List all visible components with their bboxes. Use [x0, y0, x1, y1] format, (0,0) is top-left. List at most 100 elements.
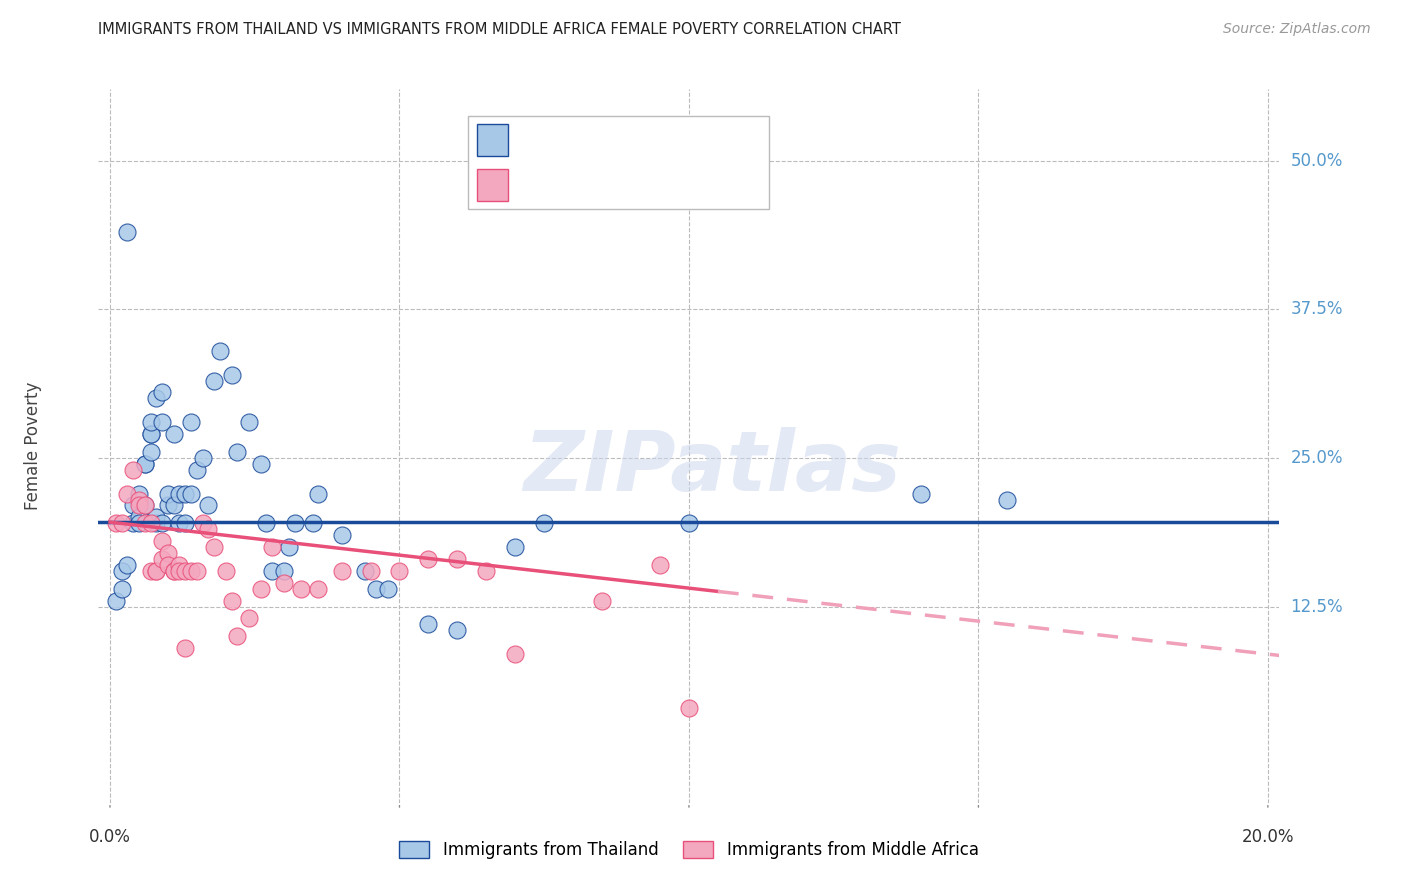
Point	[122, 516, 145, 531]
Point	[377, 582, 399, 596]
Point	[174, 486, 197, 500]
Point	[122, 463, 145, 477]
Text: 0.0%: 0.0%	[89, 828, 131, 846]
Point	[174, 641, 197, 656]
Point	[648, 558, 671, 572]
Point	[180, 486, 202, 500]
Point	[139, 415, 162, 429]
Text: ZIPatlas: ZIPatlas	[523, 427, 901, 508]
Point	[202, 540, 225, 554]
Point	[156, 546, 179, 560]
Text: Source: ZipAtlas.com: Source: ZipAtlas.com	[1223, 22, 1371, 37]
Point	[446, 552, 468, 566]
Point	[128, 510, 150, 524]
Point	[307, 486, 329, 500]
Point	[139, 427, 162, 442]
Point	[262, 540, 284, 554]
Point	[122, 499, 145, 513]
Point	[139, 564, 162, 578]
Point	[678, 516, 700, 531]
Text: 25.0%: 25.0%	[1291, 449, 1343, 467]
Point	[418, 617, 440, 632]
Point	[180, 564, 202, 578]
Point	[163, 499, 186, 513]
Point	[169, 516, 191, 531]
Point	[366, 582, 388, 596]
Point	[202, 374, 225, 388]
Point	[174, 564, 197, 578]
Point	[150, 534, 173, 549]
Point	[591, 593, 613, 607]
Point	[117, 486, 139, 500]
Point	[995, 492, 1018, 507]
Text: 50.0%: 50.0%	[1291, 152, 1343, 169]
Point	[169, 486, 191, 500]
Point	[221, 593, 243, 607]
Point	[388, 564, 411, 578]
Point	[197, 522, 219, 536]
Point	[221, 368, 243, 382]
Point	[330, 528, 353, 542]
Point	[145, 516, 167, 531]
Point	[301, 516, 323, 531]
Point	[284, 516, 307, 531]
Point	[307, 582, 329, 596]
Point	[104, 516, 127, 531]
Point	[128, 516, 150, 531]
Point	[150, 415, 173, 429]
Point	[418, 552, 440, 566]
Point	[273, 564, 295, 578]
Point	[678, 700, 700, 714]
Point	[117, 225, 139, 239]
Point	[156, 558, 179, 572]
Point	[503, 647, 526, 661]
Point	[249, 457, 271, 471]
Point	[226, 629, 249, 643]
Point	[186, 463, 208, 477]
Point	[134, 516, 156, 531]
Point	[191, 450, 214, 465]
Point	[128, 492, 150, 507]
Point	[254, 516, 277, 531]
Point	[503, 540, 526, 554]
Point	[186, 564, 208, 578]
Point	[110, 516, 132, 531]
Point	[278, 540, 301, 554]
Point	[533, 516, 555, 531]
Point	[145, 392, 167, 406]
Text: N = 59: N = 59	[655, 131, 713, 149]
Point	[145, 564, 167, 578]
Text: IMMIGRANTS FROM THAILAND VS IMMIGRANTS FROM MIDDLE AFRICA FEMALE POVERTY CORRELA: IMMIGRANTS FROM THAILAND VS IMMIGRANTS F…	[98, 22, 901, 37]
Point	[197, 499, 219, 513]
Point	[169, 564, 191, 578]
Point	[156, 486, 179, 500]
Point	[238, 611, 260, 625]
Point	[215, 564, 238, 578]
Point	[156, 499, 179, 513]
Point	[910, 486, 932, 500]
Point	[360, 564, 382, 578]
Point	[330, 564, 353, 578]
Text: Female Poverty: Female Poverty	[24, 382, 42, 510]
Point	[208, 343, 231, 358]
Point	[163, 427, 186, 442]
Point	[169, 558, 191, 572]
FancyBboxPatch shape	[477, 169, 508, 201]
Point	[180, 415, 202, 429]
Point	[150, 552, 173, 566]
Point	[353, 564, 375, 578]
Point	[139, 516, 162, 531]
Point	[128, 499, 150, 513]
Point	[273, 575, 295, 590]
Point	[150, 516, 173, 531]
Point	[249, 582, 271, 596]
Point	[134, 457, 156, 471]
Text: 12.5%: 12.5%	[1291, 598, 1343, 615]
Point	[139, 445, 162, 459]
Point	[134, 499, 156, 513]
Text: 20.0%: 20.0%	[1241, 828, 1294, 846]
Point	[110, 582, 132, 596]
Point	[145, 510, 167, 524]
Point	[446, 624, 468, 638]
Text: N = 46: N = 46	[655, 176, 713, 194]
